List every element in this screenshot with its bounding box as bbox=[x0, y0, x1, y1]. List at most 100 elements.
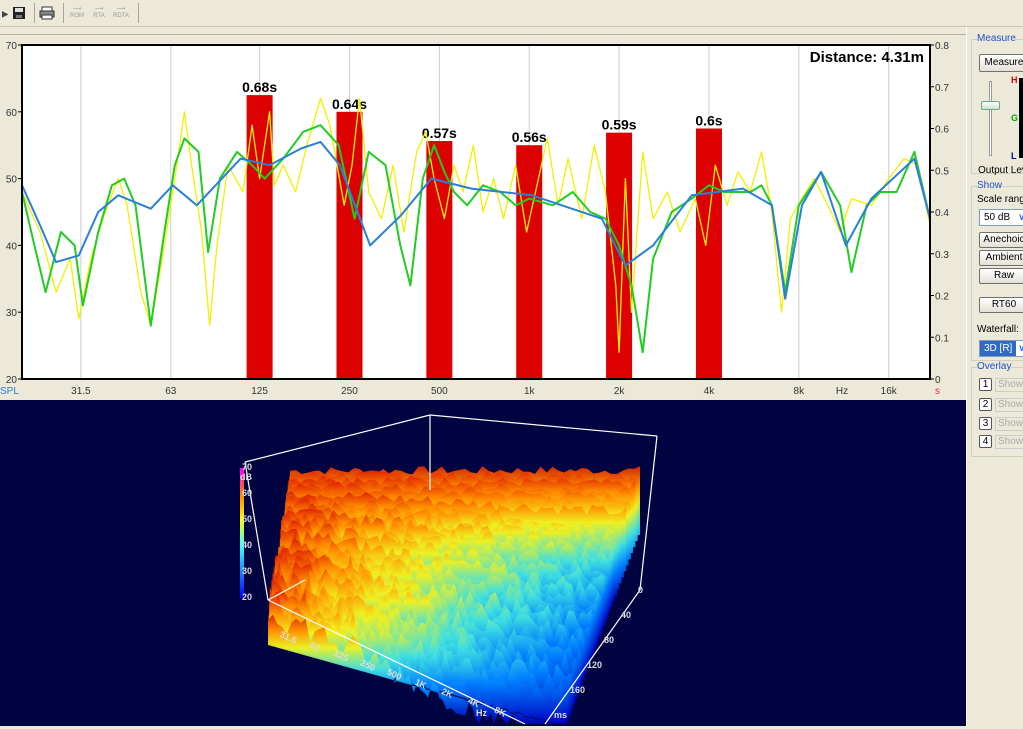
overlay-1: 1 Show bbox=[979, 378, 1023, 392]
overlay-4: 4 Show bbox=[979, 435, 1023, 449]
chevron-down-icon: ∨ bbox=[1018, 343, 1023, 354]
y-right-tick-label: 0.6 bbox=[935, 125, 949, 136]
overlay-3: 3 Show bbox=[979, 417, 1023, 431]
y-tick-label: 20 bbox=[6, 375, 18, 386]
y-left-axis-label: SPL bbox=[0, 386, 19, 397]
toolbar-separator bbox=[63, 3, 64, 23]
waterfall-axis-line bbox=[267, 579, 306, 601]
rt60-bar-label: 0.64s bbox=[332, 96, 367, 112]
y-right-axis-label: s bbox=[935, 386, 940, 397]
waterfall-select[interactable]: 3D [R] ∨ bbox=[979, 340, 1023, 357]
y-tick-label: 40 bbox=[621, 610, 631, 620]
plot-area bbox=[22, 45, 930, 379]
overlay-show-button[interactable]: Show bbox=[995, 417, 1023, 431]
x-tick-label: 250 bbox=[341, 386, 358, 397]
frequency-response-chart: 0.68s 0.64s 0.57s 0.56s 0.59s 0.6s 20 30 40 50 60 7… bbox=[0, 36, 966, 400]
overlay-show-button[interactable]: Show bbox=[995, 378, 1023, 392]
overlay-show-button[interactable]: Show bbox=[995, 435, 1023, 449]
meter-high-label: H bbox=[1011, 75, 1018, 85]
ambient-button[interactable]: Ambient bbox=[979, 250, 1023, 266]
output-level-slider[interactable] bbox=[979, 81, 1001, 156]
x-tick-label: 8K bbox=[493, 705, 508, 719]
raw-button[interactable]: Raw bbox=[979, 268, 1023, 284]
overlay-show-button[interactable]: Show bbox=[995, 398, 1023, 412]
response-curve bbox=[21, 140, 931, 300]
measure-group-label: Measure bbox=[977, 33, 1016, 44]
overlay-group-label: Overlay bbox=[977, 361, 1012, 372]
z-tick-label: 20 bbox=[242, 592, 252, 602]
x-tick-label: 31.5 bbox=[71, 386, 91, 397]
overlay-number[interactable]: 4 bbox=[979, 435, 992, 448]
overlay-number[interactable]: 2 bbox=[979, 398, 992, 411]
print-icon[interactable] bbox=[39, 3, 55, 23]
overlay-2: 2 Show bbox=[979, 398, 1023, 412]
rt60-bar bbox=[695, 128, 722, 379]
z-tick-label: 30 bbox=[242, 566, 252, 576]
meter-low-label: L bbox=[1011, 151, 1017, 161]
rdta-button[interactable]: ⟶ RDTA bbox=[113, 6, 129, 19]
y-unit-label: ms bbox=[554, 710, 567, 720]
meter-good-label: G bbox=[1011, 113, 1019, 123]
overlay-number[interactable]: 3 bbox=[979, 417, 992, 430]
chevron-down-icon: ∨ bbox=[1018, 212, 1023, 223]
rt60-bar-label: 0.68s bbox=[242, 79, 277, 95]
x-tick-label: 1K bbox=[413, 677, 428, 691]
rt60-bar-label: 0.59s bbox=[602, 117, 637, 133]
waterfall-axis-line bbox=[244, 414, 431, 463]
y-right-tick-label: 0 bbox=[935, 375, 941, 386]
z-tick-label: 60 bbox=[242, 488, 252, 498]
y-tick-label: 40 bbox=[6, 241, 18, 252]
x-tick-label: 63 bbox=[308, 640, 321, 653]
anechoic-button[interactable]: Anechoic bbox=[979, 232, 1023, 248]
save-icon[interactable] bbox=[12, 3, 26, 23]
rta-label: RTA bbox=[93, 13, 105, 19]
y-tick-label: 0 bbox=[638, 585, 643, 595]
show-group-label: Show bbox=[977, 180, 1003, 191]
x-tick-label: 2K bbox=[440, 686, 455, 700]
z-unit-label: dB bbox=[240, 472, 252, 482]
toolbar-separator bbox=[34, 3, 35, 23]
rt60-bar-label: 0.57s bbox=[422, 125, 457, 141]
z-tick-label: 50 bbox=[242, 514, 252, 524]
overlay-number[interactable]: 1 bbox=[979, 378, 992, 391]
y-tick-label: 30 bbox=[6, 308, 18, 319]
rt60-button[interactable]: RT60 bbox=[979, 297, 1023, 313]
open-icon[interactable]: ▸ bbox=[2, 4, 8, 21]
toolbar: ▸ ⟶ ROM ⟶ RTA ⟶ RDTA bbox=[0, 0, 1023, 27]
y-right-tick-label: 0.1 bbox=[935, 333, 949, 344]
distance-annotation: Distance: 4.31m bbox=[810, 49, 924, 66]
output-level-label: Output Lev bbox=[978, 165, 1023, 176]
rt60-bar-label: 0.56s bbox=[512, 129, 547, 145]
y-tick-label: 50 bbox=[6, 175, 18, 186]
x-tick-label: 2k bbox=[614, 386, 626, 397]
slider-thumb[interactable] bbox=[981, 101, 1000, 110]
y-tick-label: 80 bbox=[604, 635, 614, 645]
y-right-tick-label: 0.8 bbox=[935, 41, 949, 52]
waterfall-value: 3D [R] bbox=[980, 341, 1017, 356]
rt60-bar-label: 0.6s bbox=[695, 113, 722, 129]
scale-range-select[interactable]: 50 dB ∨ bbox=[979, 209, 1023, 226]
x-tick-label: 63 bbox=[165, 386, 177, 397]
z-tick-label: 70 bbox=[242, 462, 252, 472]
y-tick-label: 70 bbox=[6, 41, 18, 52]
y-right-tick-label: 0.3 bbox=[935, 250, 949, 261]
color-scale-bar bbox=[240, 468, 244, 598]
toolbar-separator bbox=[138, 3, 139, 23]
waterfall-slice bbox=[268, 594, 553, 724]
waterfall-label: Waterfall: bbox=[977, 324, 1019, 335]
y-right-tick-label: 0.7 bbox=[935, 83, 949, 94]
rta-button[interactable]: ⟶ RTA bbox=[93, 6, 105, 19]
rom-label: ROM bbox=[70, 13, 84, 19]
waterfall-slice bbox=[270, 587, 560, 724]
waterfall-axis-line bbox=[429, 414, 658, 437]
measure-button[interactable]: Measure bbox=[979, 54, 1023, 72]
waterfall-axis-line bbox=[267, 599, 526, 725]
y-tick-label: 160 bbox=[570, 685, 585, 695]
x-tick-label: 16k bbox=[881, 386, 898, 397]
response-curve bbox=[21, 124, 931, 354]
y-tick-label: 60 bbox=[6, 108, 18, 119]
response-curve bbox=[21, 97, 931, 353]
rom-button[interactable]: ⟶ ROM bbox=[70, 6, 84, 19]
waterfall-panel: 20 30 40 50 60 70 dB 31.5 63 125 250 500 1K 2K 4K 8K Hz 0… bbox=[0, 400, 966, 726]
